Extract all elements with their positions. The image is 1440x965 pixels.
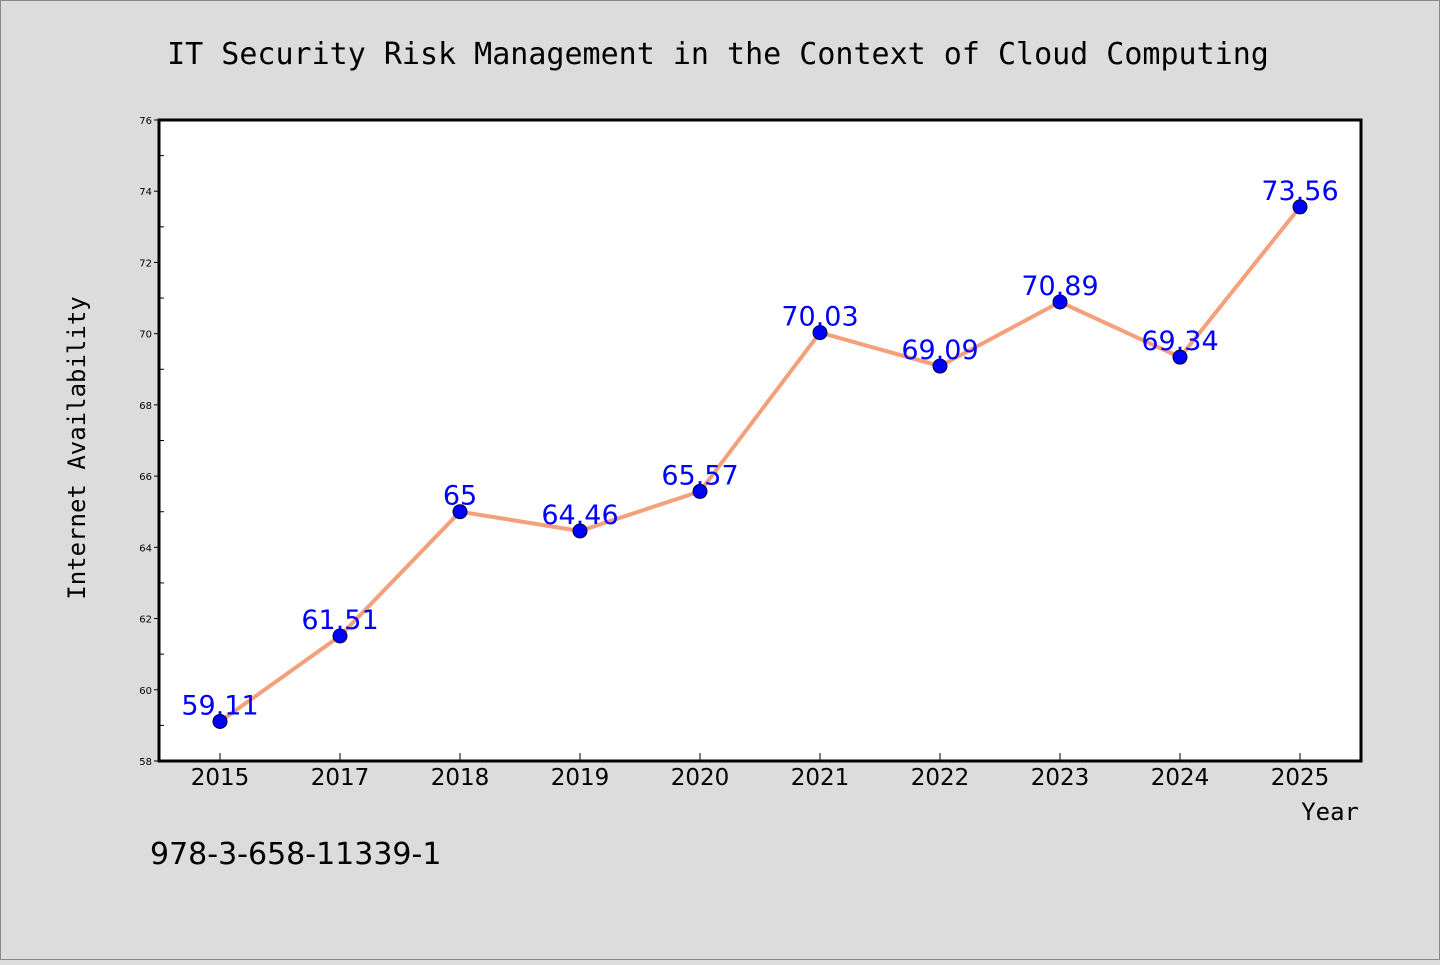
- data-label: 61.51: [301, 605, 378, 636]
- series-markers: [212, 199, 1308, 729]
- plot-frame: [157, 118, 1363, 763]
- x-tick-label: 2024: [1151, 765, 1210, 791]
- data-point: [1292, 199, 1308, 215]
- data-label: 70.03: [781, 302, 858, 333]
- y-tick-label: 70: [139, 330, 152, 341]
- data-point: [692, 483, 708, 499]
- data-point: [452, 504, 468, 520]
- data-point: [1052, 294, 1068, 310]
- data-label: 69.34: [1141, 326, 1218, 357]
- data-point: [812, 325, 828, 341]
- chart-title: IT Security Risk Management in the Conte…: [167, 37, 1269, 72]
- data-label: 64.46: [541, 500, 618, 531]
- data-labels: 59.11 61.51 65 64.46 65.57 70.03 69.09 70.89 69.…: [181, 176, 1338, 722]
- data-label: 69.09: [901, 335, 978, 366]
- data-label: 59.11: [181, 690, 258, 721]
- series-line: [218, 204, 1302, 724]
- y-axis-label: Internet Availability: [63, 296, 91, 599]
- y-axis: 58 60 62 64 66 68 70 72 74 76: [139, 116, 164, 768]
- y-tick-label: 60: [139, 686, 152, 697]
- y-tick-label: 62: [139, 615, 152, 626]
- footer-isbn: 978-3-658-11339-1: [150, 837, 441, 872]
- data-point: [332, 628, 348, 644]
- x-tick-label: 2018: [431, 765, 490, 791]
- y-tick-label: 68: [139, 401, 152, 412]
- plot-area: [159, 120, 1361, 761]
- x-axis: 2015 2017 2018 2019 2020 2021 2022 2023 2024 2025: [191, 753, 1330, 791]
- y-tick-label: 74: [139, 187, 152, 198]
- x-tick-label: 2015: [191, 765, 250, 791]
- x-tick-label: 2017: [311, 765, 370, 791]
- x-tick-label: 2023: [1031, 765, 1090, 791]
- data-point: [1172, 349, 1188, 365]
- y-tick-label: 76: [139, 116, 152, 127]
- y-tick-label: 66: [139, 472, 152, 483]
- data-point: [932, 358, 948, 374]
- data-point: [212, 713, 228, 729]
- data-label: 70.89: [1021, 271, 1098, 302]
- data-label: 65: [443, 481, 477, 512]
- y-tick-label: 72: [139, 258, 152, 269]
- x-tick-label: 2019: [551, 765, 610, 791]
- y-tick-label: 58: [139, 757, 152, 768]
- x-tick-label: 2021: [791, 765, 850, 791]
- data-label: 73.56: [1261, 176, 1338, 207]
- x-axis-label: Year: [1301, 798, 1359, 826]
- data-label: 65.57: [661, 460, 738, 491]
- x-tick-label: 2020: [671, 765, 730, 791]
- y-tick-label: 64: [139, 543, 152, 554]
- x-tick-label: 2022: [911, 765, 970, 791]
- x-tick-label: 2025: [1271, 765, 1330, 791]
- data-point: [572, 523, 588, 539]
